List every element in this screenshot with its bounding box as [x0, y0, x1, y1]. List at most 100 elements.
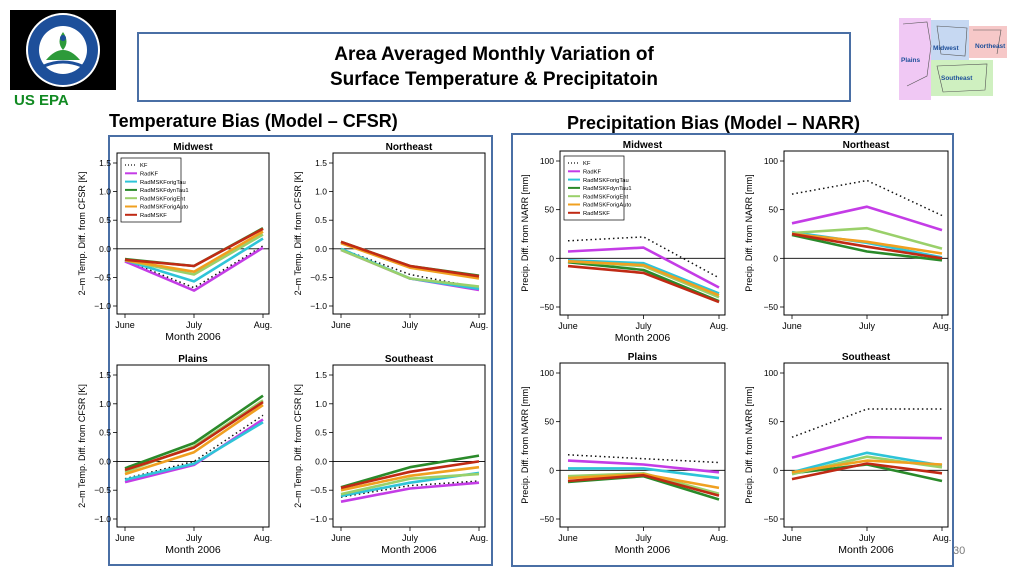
- chart-1-ytick-label: 0.0: [99, 244, 111, 254]
- chart-4-series-kf: [340, 480, 480, 498]
- chart-2-ytick-label: −0.5: [310, 272, 327, 282]
- chart-5-ytick-label: 0: [549, 253, 554, 263]
- chart-4-frame: [332, 364, 486, 528]
- chart-4-series-radkf: [340, 481, 480, 503]
- chart-3-xtick-label: July: [186, 533, 203, 543]
- chart-8-series-radmskforigauto: [791, 459, 943, 474]
- chart-7-xtick-label: June: [558, 533, 578, 543]
- chart-7-series-radkf: [567, 459, 720, 474]
- chart-1-series-radmskforigtau: [124, 237, 264, 283]
- epa-logo: [10, 10, 116, 90]
- chart-6-series-radmskforigauto: [791, 232, 943, 255]
- chart-8-xtick-label: June: [782, 533, 802, 543]
- chart-2-xtick-label: June: [331, 320, 351, 330]
- chart-4-series-radmskfdyntau1: [340, 454, 480, 489]
- title-line-2: Surface Temperature & Precipitatoin: [329, 69, 659, 90]
- chart-1-ytick-label: 0.5: [99, 215, 111, 225]
- chart-1-legend-label-radmskf: RadMSKF: [140, 213, 167, 219]
- chart-4-xtick-label: July: [402, 533, 419, 543]
- chart-2-xtick-label: Aug.: [470, 320, 489, 330]
- chart-5-legend-label-radkf: RadKF: [583, 170, 602, 176]
- chart-1-legend-label-radmskforigtau: RadMSKForigTau: [140, 180, 186, 186]
- chart-4-series-radmskf: [340, 460, 480, 490]
- chart-7-title: Plains: [628, 352, 658, 363]
- chart-1-xtick-label: June: [115, 320, 135, 330]
- chart-2-xtick-label: July: [402, 320, 419, 330]
- chart-3-ytick-label: 0.5: [99, 428, 111, 438]
- map-label-southeast: Southeast: [941, 75, 973, 82]
- chart-7-frame: [559, 362, 726, 528]
- chart-1-series-radmskf: [124, 227, 264, 268]
- chart-8-ytick-label: −50: [764, 514, 779, 524]
- chart-3-ytick-label: 1.0: [99, 399, 111, 409]
- chart-3-xtick-label: June: [115, 533, 135, 543]
- chart-4-ytick-label: 1.5: [315, 370, 327, 380]
- chart-4-ytick-label: 0.5: [315, 428, 327, 438]
- map-label-midwest: Midwest: [933, 45, 959, 52]
- chart-2-series-radmskf: [340, 240, 480, 278]
- page-number: 30: [953, 545, 966, 557]
- chart-8-ytick-label: 0: [773, 465, 778, 475]
- chart-2-ylabel: 2–m Temp. Diff. from CFSR [K]: [293, 172, 303, 296]
- chart-4-ytick-label: −1.0: [310, 514, 327, 524]
- slide-title: Area Averaged Monthly Variation of Surfa…: [137, 32, 851, 102]
- chart-8-xtick-label: July: [859, 533, 876, 543]
- chart-5-xtick-label: July: [635, 321, 652, 331]
- chart-4-ylabel: 2–m Temp. Diff. from CFSR [K]: [293, 384, 303, 508]
- chart-1-xtick-label: Aug.: [254, 320, 273, 330]
- chart-6-ytick-label: 50: [769, 205, 779, 215]
- chart-5-legend-label-radmskforigtau: RadMSKForigTau: [583, 178, 629, 184]
- chart-2-ytick-label: 1.0: [315, 187, 327, 197]
- chart-8-series-radkf: [791, 435, 943, 459]
- chart-7-series-radmskf: [567, 473, 720, 497]
- map-label-northeast: Northeast: [975, 43, 1006, 50]
- chart-8-frame: [783, 362, 949, 528]
- chart-2-ytick-label: −1.0: [310, 301, 327, 311]
- chart-4-xtick-label: June: [331, 533, 351, 543]
- chart-5-legend-label-radmskf: RadMSKF: [583, 211, 610, 217]
- chart-3-ytick-label: 0.0: [99, 456, 111, 466]
- precipitation-section-title: Precipitation Bias (Model – NARR): [567, 113, 861, 133]
- chart-2-ytick-label: 1.5: [315, 158, 327, 168]
- chart-3-ytick-label: 1.5: [99, 370, 111, 380]
- chart-2-title: Northeast: [386, 142, 433, 153]
- chart-7-ytick-label: 0: [549, 465, 554, 475]
- chart-5-series-radmskforigauto: [567, 260, 720, 297]
- chart-8-xtick-label: Aug.: [933, 533, 952, 543]
- chart-5-legend-label-radmskfdyntau1: RadMSKFdynTau1: [583, 186, 632, 192]
- title-line-1: Area Averaged Monthly Variation of: [334, 44, 654, 65]
- chart-5-xtick-label: June: [558, 321, 578, 331]
- org-label: US EPA: [14, 92, 69, 109]
- chart-1-series-radmskforigauto: [124, 230, 264, 274]
- chart-1-legend-label-radmskforigent: RadMSKForigEnt: [140, 196, 185, 202]
- region-map: Midwest Northeast Plains Southeast: [897, 16, 1009, 104]
- chart-5-xtick-label: Aug.: [710, 321, 729, 331]
- chart-1-series-radkf: [124, 246, 264, 292]
- chart-5-ytick-label: 100: [540, 156, 554, 166]
- chart-1-legend-label-radmskfdyntau1: RadMSKFdynTau1: [140, 188, 189, 194]
- chart-4-series-radmskforigent: [340, 472, 480, 496]
- chart-5-series-radmskfdyntau1: [567, 260, 720, 303]
- chart-3-ytick-label: −0.5: [94, 485, 111, 495]
- chart-5-legend-label-kf: KF: [583, 161, 591, 167]
- chart-7-ytick-label: 50: [545, 417, 555, 427]
- chart-4-xlabel: Month 2006: [381, 544, 437, 556]
- chart-6-xtick-label: Aug.: [933, 321, 952, 331]
- chart-1-xlabel: Month 2006: [165, 331, 221, 343]
- chart-7-ytick-label: 100: [540, 368, 554, 378]
- chart-7-xlabel: Month 2006: [615, 544, 671, 556]
- chart-5-legend-label-radmskforigent: RadMSKForigEnt: [583, 194, 628, 200]
- chart-4-ytick-label: 0.0: [315, 456, 327, 466]
- chart-3-series-kf: [124, 414, 264, 480]
- chart-4-xtick-label: Aug.: [470, 533, 489, 543]
- chart-8-ytick-label: 100: [764, 368, 778, 378]
- chart-1-legend-label-kf: KF: [140, 163, 148, 169]
- chart-5-xlabel: Month 2006: [615, 332, 671, 344]
- chart-4-title: Southeast: [385, 354, 434, 365]
- chart-3-title: Plains: [178, 354, 208, 365]
- chart-3-ylabel: 2–m Temp. Diff. from CFSR [K]: [77, 384, 87, 508]
- chart-3-series-radmskf: [124, 401, 264, 472]
- chart-5-ytick-label: 50: [545, 205, 555, 215]
- chart-8-ylabel: Precip. Diff. from NARR [mm]: [744, 386, 754, 503]
